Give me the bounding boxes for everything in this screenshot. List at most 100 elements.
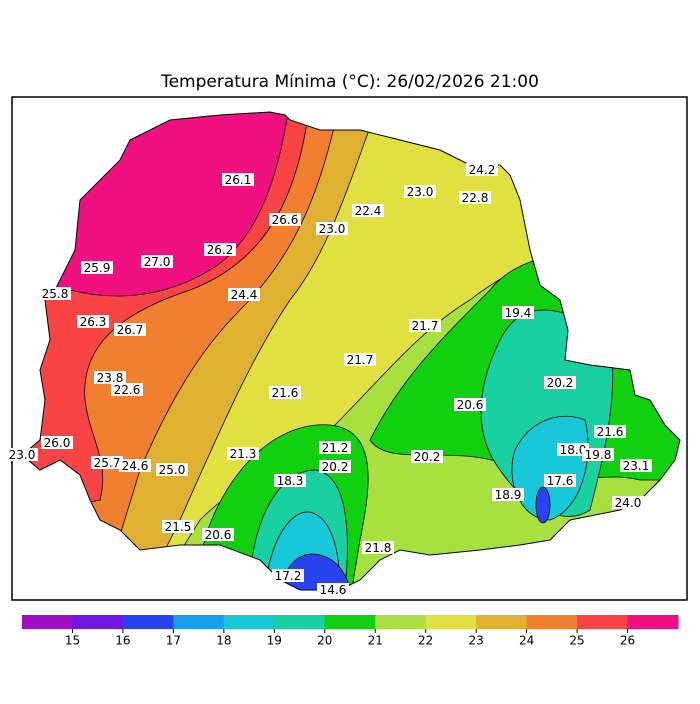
- colorbar-tick-label: 20: [317, 634, 332, 648]
- station-label: 27.0: [144, 255, 171, 269]
- colorbar-swatch: [324, 615, 376, 629]
- station-label: 23.1: [623, 459, 650, 473]
- station-label-bg: [91, 456, 123, 469]
- station-label-bg: [119, 459, 151, 472]
- station-label-bg: [352, 204, 384, 217]
- station-label: 25.7: [94, 456, 121, 470]
- colorbar-swatch: [476, 615, 528, 629]
- station-label-bg: [269, 213, 301, 226]
- station-label: 20.2: [322, 460, 349, 474]
- station-label-bg: [77, 315, 109, 328]
- station-label: 22.4: [355, 204, 382, 218]
- station-label-bg: [557, 443, 589, 456]
- station-label: 18.0: [560, 443, 587, 457]
- colorbar-swatch: [122, 615, 174, 629]
- colorbar-swatch: [72, 615, 124, 629]
- station-label-bg: [612, 496, 644, 509]
- colorbar-swatch: [577, 615, 629, 629]
- station-label: 26.0: [44, 436, 71, 450]
- station-label: 21.3: [230, 447, 257, 461]
- station-label: 26.7: [117, 323, 144, 337]
- station-label-bg: [204, 243, 236, 256]
- station-label-bg: [156, 463, 188, 476]
- station-label: 24.4: [231, 288, 258, 302]
- station-label-bg: [544, 474, 576, 487]
- station-label-bg: [362, 541, 394, 554]
- station-label: 25.0: [159, 463, 186, 477]
- station-label: 21.7: [412, 319, 439, 333]
- state-outline: [21, 111, 681, 591]
- station-label: 26.1: [225, 173, 252, 187]
- station-label: 21.2: [322, 441, 349, 455]
- station-label: 21.6: [272, 386, 299, 400]
- station-label-bg: [114, 323, 146, 336]
- station-label-bg: [404, 185, 436, 198]
- station-label-bg: [582, 448, 614, 461]
- colorbar-tick-label: 21: [368, 634, 383, 648]
- station-label: 24.0: [615, 496, 642, 510]
- station-label-bg: [81, 261, 113, 274]
- station-label-bg: [94, 371, 126, 384]
- colorbar-tick-label: 16: [115, 634, 130, 648]
- station-label: 21.8: [365, 541, 392, 555]
- map-frame: [11, 96, 688, 601]
- colorbar-swatch: [173, 615, 225, 629]
- colorbar-swatch: [526, 615, 578, 629]
- station-label-bg: [319, 460, 351, 473]
- station-label-bg: [202, 528, 234, 541]
- colorbar-tick-label: 24: [519, 634, 534, 648]
- station-label-bg: [228, 288, 260, 301]
- station-label: 24.6: [122, 459, 149, 473]
- station-label: 22.6: [114, 383, 141, 397]
- station-label-bg: [344, 353, 376, 366]
- colorbar-tick-label: 25: [569, 634, 584, 648]
- colorbar-swatch: [627, 615, 679, 629]
- station-label-bg: [269, 386, 301, 399]
- station-label-bg: [319, 441, 351, 454]
- station-label-bg: [222, 173, 254, 186]
- station-label: 26.2: [207, 243, 234, 257]
- station-label: 23.0: [319, 222, 346, 236]
- station-label-bg: [594, 425, 626, 438]
- station-label: 23.0: [407, 185, 434, 199]
- station-label-bg: [544, 376, 576, 389]
- station-label: 26.6: [272, 213, 299, 227]
- map-title: Temperatura Mínima (°C): 26/02/2026 21:0…: [160, 72, 539, 92]
- colorbar-swatch: [223, 615, 275, 629]
- station-label: 20.2: [414, 450, 441, 464]
- station-label: 21.6: [597, 425, 624, 439]
- station-label-bg: [411, 450, 443, 463]
- station-label-bg: [272, 569, 304, 582]
- station-label: 18.9: [495, 488, 522, 502]
- station-label-bg: [317, 583, 349, 596]
- station-label: 20.6: [457, 398, 484, 412]
- colorbar-tick-label: 15: [65, 634, 80, 648]
- station-label-bg: [466, 163, 498, 176]
- station-label: 25.9: [84, 261, 111, 275]
- station-label-bg: [502, 306, 534, 319]
- station-label-bg: [41, 436, 73, 449]
- station-label-bg: [162, 520, 194, 533]
- colorbar-tick-label: 19: [267, 634, 282, 648]
- station-label-bg: [227, 447, 259, 460]
- station-label: 23.8: [97, 371, 124, 385]
- colorbar-swatch: [425, 615, 477, 629]
- station-label: 20.2: [547, 376, 574, 390]
- station-label-bg: [620, 459, 652, 472]
- station-label: 24.2: [469, 163, 496, 177]
- station-label: 23.0: [9, 448, 36, 462]
- station-label: 18.3: [277, 474, 304, 488]
- colorbar-tick-label: 17: [166, 634, 181, 648]
- colorbar-tick-label: 22: [418, 634, 433, 648]
- colorbar-tick-label: 23: [469, 634, 484, 648]
- station-label-bg: [39, 287, 71, 300]
- station-label: 17.2: [275, 569, 302, 583]
- colorbar-swatch: [375, 615, 427, 629]
- station-label: 19.8: [585, 448, 612, 462]
- station-label: 25.8: [42, 287, 69, 301]
- station-label-bg: [111, 383, 143, 396]
- station-label: 22.8: [462, 191, 489, 205]
- station-label-bg: [409, 319, 441, 332]
- station-label: 20.6: [205, 528, 232, 542]
- colorbar-swatch: [274, 615, 326, 629]
